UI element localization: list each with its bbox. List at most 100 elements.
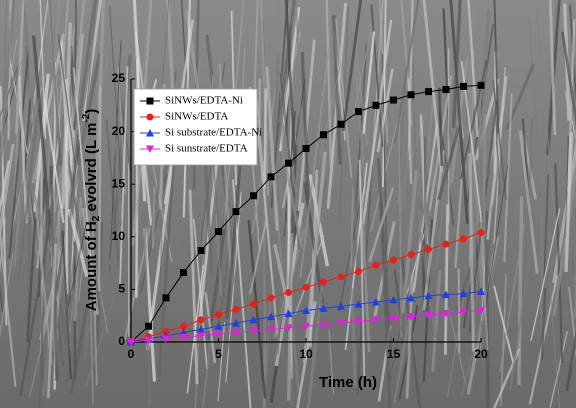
marker <box>197 325 205 333</box>
nanowire <box>546 0 561 156</box>
nanowire <box>71 0 86 122</box>
marker <box>460 82 467 90</box>
nanowire <box>503 93 513 262</box>
marker <box>146 145 154 153</box>
marker <box>144 336 153 345</box>
marker <box>249 315 258 324</box>
nanowire <box>19 219 52 396</box>
marker <box>232 305 240 313</box>
marker <box>372 101 380 109</box>
nanowire <box>263 88 268 190</box>
marker <box>249 327 258 335</box>
nanowire <box>84 0 98 130</box>
nanowire <box>351 27 373 121</box>
nanowire <box>479 217 489 351</box>
nanowire <box>264 300 272 380</box>
nanowire <box>422 0 443 172</box>
nanowire <box>275 232 289 355</box>
nanowire <box>0 160 10 215</box>
y-tick-label: 25 <box>112 71 126 85</box>
nanowire <box>91 223 98 386</box>
nanowire <box>376 157 393 358</box>
nanowire <box>257 132 279 336</box>
marker <box>355 268 362 276</box>
nanowire <box>58 0 69 124</box>
y-label-part: Amount of H <box>83 221 100 311</box>
marker <box>214 330 223 339</box>
nanowire <box>561 31 576 128</box>
nanowire <box>500 273 507 407</box>
marker <box>407 91 415 99</box>
marker <box>337 120 345 128</box>
marker <box>319 321 328 329</box>
nanowire <box>379 200 392 408</box>
y-tick-label: 10 <box>112 229 126 243</box>
nanowire <box>358 159 366 377</box>
nanowire <box>97 86 102 292</box>
marker <box>442 310 450 318</box>
nanowire <box>460 320 483 397</box>
nanowire <box>548 0 557 136</box>
y-tick-label: 15 <box>112 176 126 190</box>
marker <box>425 88 432 96</box>
y-axis-label: Amount of H2 evolvrd (L m-2) <box>81 109 102 312</box>
marker <box>390 256 397 264</box>
nanowire <box>61 22 73 209</box>
legend-label: SiNWs/EDTA <box>165 111 228 123</box>
marker <box>179 333 188 342</box>
nanowire <box>338 6 349 223</box>
nanowire <box>43 99 65 223</box>
nanowire <box>477 9 491 180</box>
nanowire <box>85 296 116 387</box>
nanowire <box>17 98 40 282</box>
nanowire <box>78 235 87 302</box>
nanowire <box>18 75 28 224</box>
nanowire <box>393 0 420 144</box>
nanowire <box>228 204 239 339</box>
marker <box>389 295 398 304</box>
marker <box>302 306 310 314</box>
marker <box>372 298 380 306</box>
nanowire <box>437 87 444 167</box>
nanowire <box>215 214 222 296</box>
nanowire <box>447 307 467 384</box>
nanowire <box>294 235 325 315</box>
nanowire <box>341 0 363 131</box>
nanowire <box>451 0 462 128</box>
legend-box <box>133 88 258 166</box>
marker <box>389 314 398 323</box>
nanowire <box>76 0 97 126</box>
nanowire <box>358 175 371 353</box>
nanowire <box>485 165 509 308</box>
nanowire <box>34 204 53 365</box>
series <box>127 81 485 346</box>
legend: SiNWs/EDTA-Ni SiNWs/EDTA Si substrate/EDTA… <box>133 88 262 166</box>
marker <box>337 302 345 310</box>
marker <box>337 319 345 328</box>
y-label-sub: 2 <box>91 215 102 221</box>
marker <box>284 324 293 332</box>
marker <box>180 269 187 277</box>
marker <box>320 131 327 139</box>
nanowire <box>401 170 419 314</box>
nanowire <box>118 66 129 289</box>
nanowire <box>548 279 561 408</box>
nanowire <box>108 52 123 227</box>
marker <box>285 289 292 297</box>
marker <box>232 329 240 337</box>
marker <box>354 317 363 326</box>
nanowire <box>68 178 90 337</box>
nanowire <box>535 6 558 236</box>
marker <box>407 251 415 259</box>
x-tick-label: 20 <box>474 347 488 361</box>
nanowire <box>159 147 165 306</box>
marker <box>284 309 293 318</box>
nanowire <box>540 287 547 361</box>
nanowire <box>109 6 124 209</box>
marker <box>267 312 275 321</box>
marker <box>232 319 240 327</box>
nanowire <box>459 60 488 180</box>
nanowire <box>540 111 544 328</box>
nanowire <box>353 175 359 306</box>
nanowire <box>15 62 23 215</box>
